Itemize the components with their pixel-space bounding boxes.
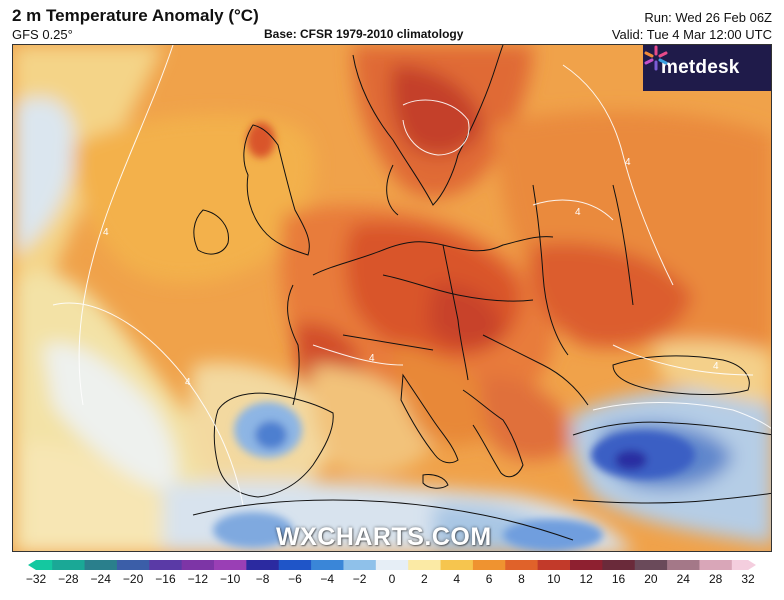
colorbar-tick-label: −32 <box>25 572 47 586</box>
colorbar-tick-label: −12 <box>187 572 208 586</box>
watermark-text: WXCHARTS.COM <box>276 523 492 551</box>
colorbar-tick-label: 28 <box>708 572 723 586</box>
colorbar-tick-label: −28 <box>58 572 79 586</box>
coastlines <box>192 45 771 541</box>
colorbar-segment <box>505 560 539 570</box>
asterisk-logo-icon <box>644 45 668 71</box>
contour-label: 4 <box>713 361 719 372</box>
colorbar-segment <box>537 560 571 570</box>
colorbar-segment <box>246 560 280 570</box>
colorbar-segment <box>214 560 247 570</box>
colorbar-segment <box>699 560 733 570</box>
colorbar-segment <box>602 560 636 570</box>
colorbar-segment <box>472 560 506 570</box>
colorbar-tick-labels: −32 −28 −24 −20 −16 −12 −10 −8 −6 −4 −2 0 2 4 6 8 10 12 16… <box>0 572 784 592</box>
colorbar-tick-label: 20 <box>644 572 658 586</box>
colorbar-tick-label: 32 <box>741 572 755 586</box>
base-label: Base: CFSR 1979-2010 climatology <box>264 27 464 41</box>
colorbar-segment <box>570 560 603 570</box>
colorbar-tick-label: −10 <box>219 572 241 586</box>
map-field: 4 4 4 4 4 4 <box>13 45 771 551</box>
chart-title: 2 m Temperature Anomaly (°C) <box>12 6 259 25</box>
colorbar-tick-label: −24 <box>90 572 111 586</box>
colorbar-tick-label: 4 <box>453 572 461 586</box>
logo-text: metdesk <box>661 57 740 78</box>
colorbar-segment <box>375 560 409 570</box>
colorbar-tick-label: −4 <box>320 572 335 586</box>
colorbar-tick-label: −16 <box>155 572 176 586</box>
colorbar-tick-label: −2 <box>352 572 367 586</box>
colorbar-tick-label: 16 <box>611 572 626 586</box>
colorbar-segment <box>343 560 377 570</box>
colorbar-segment <box>634 560 668 570</box>
colorbar-segment <box>116 560 150 570</box>
colorbar-tick-label: −6 <box>288 572 302 586</box>
contour-label: 4 <box>103 227 109 238</box>
colorbar-tick-label: 0 <box>388 572 396 586</box>
colorbar-segment <box>278 560 312 570</box>
colorbar-segment <box>731 560 749 570</box>
contour-label: 4 <box>575 207 581 218</box>
contour-lines <box>52 45 771 506</box>
model-label: GFS 0.25° <box>12 27 73 42</box>
run-label: Run: Wed 26 Feb 06Z <box>644 10 772 25</box>
colorbar-tick-label: −20 <box>122 572 144 586</box>
colorbar-segment <box>408 560 442 570</box>
colorbar-tick-label: 8 <box>518 572 525 586</box>
valid-label: Valid: Tue 4 Mar 12:00 UTC <box>611 27 772 42</box>
cold-cores <box>213 122 695 551</box>
colorbar-segment <box>181 560 215 570</box>
colorbar-segment <box>84 560 118 570</box>
colorbar-tick-label: 6 <box>485 572 493 586</box>
contour-label: 4 <box>369 353 375 364</box>
contour-label: 4 <box>625 157 631 168</box>
colorbar-segment <box>311 560 344 570</box>
colorbar-tick-label: −8 <box>255 572 270 586</box>
colorbar-tick-label: 12 <box>579 572 593 586</box>
colorbar-max-arrow <box>748 560 756 570</box>
contour-label: 4 <box>185 377 191 388</box>
colorbar-tick-label: 2 <box>421 572 428 586</box>
colorbar-segment <box>52 560 86 570</box>
metdesk-logo: metdesk <box>643 45 771 91</box>
colorbar <box>28 560 756 570</box>
colorbar-tick-label: 24 <box>676 572 690 586</box>
colorbar-segment <box>149 560 183 570</box>
colorbar-segment <box>440 560 474 570</box>
temperature-anomaly-map: 4 4 4 4 4 4 metdesk WXCHARTS.COM <box>12 44 772 552</box>
colorbar-min-arrow <box>28 560 36 570</box>
colorbar-tick-label: 10 <box>547 572 561 586</box>
contour-labels: 4 4 4 4 4 4 <box>103 157 719 388</box>
colorbar-segment <box>667 560 700 570</box>
colorbar-segment <box>36 560 53 570</box>
